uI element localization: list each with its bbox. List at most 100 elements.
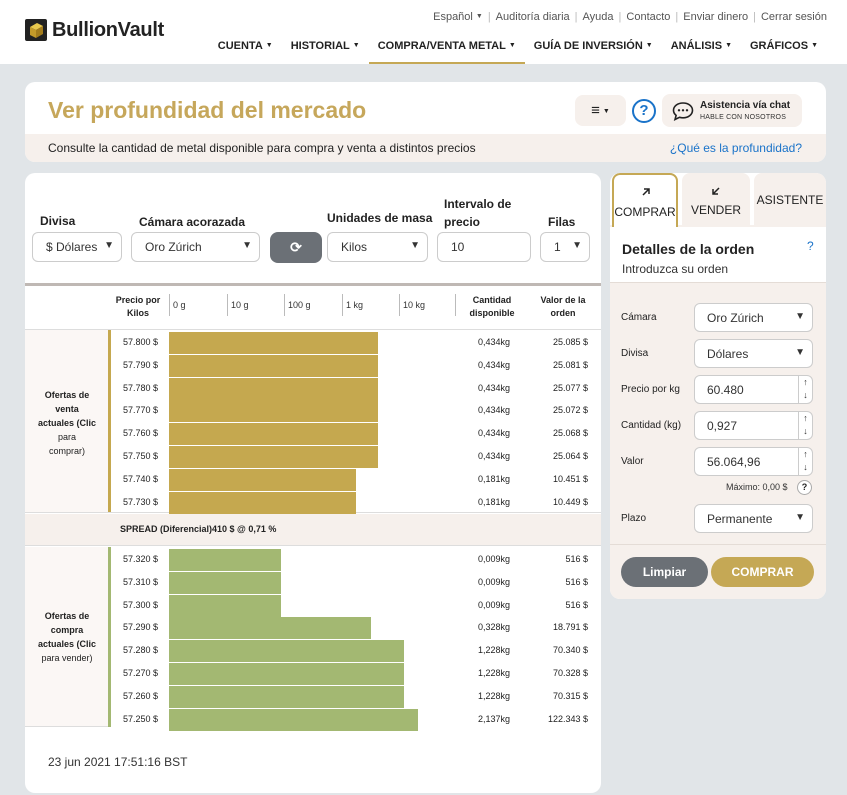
row-price[interactable]: 57.260 $ <box>123 690 159 701</box>
row-price[interactable]: 57.780 $ <box>123 382 159 393</box>
nav-label: CUENTA <box>217 40 263 52</box>
buy-depth-bar[interactable] <box>169 594 282 617</box>
value-input[interactable]: 56.064,96 ↑ ↓ <box>694 447 813 476</box>
arrow-down-icon: ↓ <box>803 426 808 436</box>
sell-label-line: para <box>57 432 76 442</box>
refresh-button[interactable]: ⟳ <box>270 232 322 263</box>
arrow-down-icon: ↓ <box>803 462 808 472</box>
price-column-header: Precio por Kilos <box>115 295 161 318</box>
sell-depth-bar[interactable] <box>169 446 379 468</box>
row-price[interactable]: 57.740 $ <box>123 473 159 484</box>
buy-offers-label[interactable]: Ofertas de compra actuales (Clic para vende… <box>25 609 109 665</box>
nav-compra-venta[interactable]: COMPRA/VENTA METAL ▼ <box>368 40 525 64</box>
main-nav: CUENTA ▼ HISTORIAL ▼ COMPRA/VENTA METAL ▼ G… <box>209 40 827 64</box>
rows-select[interactable]: 1 ▼ <box>540 232 590 262</box>
term-select[interactable]: Permanente ▼ <box>694 504 813 533</box>
caret-down-icon: ▼ <box>475 13 483 20</box>
row-price[interactable]: 57.250 $ <box>123 713 159 724</box>
row-price[interactable]: 57.280 $ <box>123 645 159 656</box>
order-help-icon[interactable]: ? <box>807 239 814 253</box>
what-is-depth-link[interactable]: ¿Qué es la profundidad? <box>669 141 802 155</box>
row-price[interactable]: 57.800 $ <box>123 337 159 347</box>
sell-depth-bar[interactable] <box>169 400 379 423</box>
sell-depth-bar[interactable] <box>169 468 357 491</box>
term-value: Permanente <box>707 512 773 526</box>
tab-label: VENDER <box>690 203 741 217</box>
currency-select[interactable]: $ Dólares ▼ <box>32 232 122 262</box>
buy-depth-bar[interactable] <box>169 617 372 640</box>
buy-button[interactable]: COMPRAR <box>711 557 814 587</box>
nav-graficos[interactable]: GRÁFICOS ▼ <box>741 40 827 64</box>
row-price[interactable]: 57.320 $ <box>123 554 159 564</box>
arrow-down-icon: ↓ <box>803 390 808 400</box>
audit-link[interactable]: Auditoría diaria <box>495 11 570 23</box>
max-help-icon[interactable]: ? <box>797 480 812 495</box>
language-label: Español <box>433 11 473 23</box>
order-header: Detalles de la orden Introduzca su orden… <box>610 227 826 283</box>
nav-cuenta[interactable]: CUENTA ▼ <box>209 40 282 64</box>
row-quantity: 0,009kg <box>477 554 510 564</box>
menu-button[interactable]: ≡ ▼ <box>575 95 626 126</box>
row-price[interactable]: 57.290 $ <box>123 622 159 633</box>
sell-depth-bar[interactable] <box>169 377 379 400</box>
quantity-stepper[interactable]: ↑ ↓ <box>798 412 812 439</box>
row-price[interactable]: 57.310 $ <box>123 576 159 587</box>
tab-asistente[interactable]: ASISTENTE <box>754 173 826 225</box>
buy-label-line: para vender) <box>41 653 93 663</box>
row-price[interactable]: 57.790 $ <box>123 359 159 370</box>
buy-depth-bar[interactable] <box>169 685 405 708</box>
caret-down-icon: ▼ <box>602 108 610 115</box>
contact-link[interactable]: Contacto <box>626 11 671 23</box>
buy-depth-bar[interactable] <box>169 549 282 571</box>
tab-comprar[interactable]: COMPRAR <box>612 173 678 227</box>
row-price[interactable]: 57.760 $ <box>123 428 159 439</box>
interval-input[interactable]: 10 <box>437 232 531 262</box>
buy-depth-bar[interactable] <box>169 663 405 685</box>
row-price[interactable]: 57.730 $ <box>123 496 159 507</box>
price-stepper[interactable]: ↑ ↓ <box>798 376 812 403</box>
clear-button[interactable]: Limpiar <box>621 557 708 587</box>
buy-label-line: compra <box>50 625 84 635</box>
order-card: COMPRAR VENDER ASISTENTE Detalles de la … <box>610 173 826 599</box>
row-price[interactable]: 57.750 $ <box>123 451 159 461</box>
sell-depth-bar[interactable] <box>169 491 357 514</box>
help-link[interactable]: Ayuda <box>582 11 614 23</box>
scale-tick: 10 g <box>227 294 249 316</box>
nav-analisis[interactable]: ANÁLISIS ▼ <box>662 40 741 64</box>
row-price[interactable]: 57.300 $ <box>123 599 159 610</box>
row-quantity: 0,434kg <box>477 428 510 439</box>
chat-subtitle: HABLE CON NOSOTROS <box>700 114 787 121</box>
sell-offers-label[interactable]: Ofertas de venta actuales (Clic para comprar… <box>25 388 109 458</box>
sell-depth-bar[interactable] <box>169 354 379 377</box>
currency-field-select[interactable]: Dólares ▼ <box>694 339 813 368</box>
buy-depth-bar[interactable] <box>169 640 405 663</box>
row-price[interactable]: 57.270 $ <box>123 668 159 678</box>
units-select[interactable]: Kilos ▼ <box>327 232 428 262</box>
sell-depth-bar[interactable] <box>169 423 379 446</box>
vault-select[interactable]: Oro Zúrich ▼ <box>131 232 260 262</box>
arrow-up-icon: ↑ <box>803 377 808 387</box>
logout-link[interactable]: Cerrar sesión <box>760 11 827 23</box>
tab-vender[interactable]: VENDER <box>682 173 750 225</box>
buy-depth-bar[interactable] <box>169 571 282 594</box>
price-input[interactable]: 60.480 ↑ ↓ <box>694 375 813 404</box>
caret-down-icon: ▼ <box>508 42 516 49</box>
language-link[interactable]: Español ▼ <box>433 11 483 23</box>
row-quantity: 2,137kg <box>477 713 510 724</box>
vault-field-select[interactable]: Oro Zúrich ▼ <box>694 303 813 332</box>
buy-depth-bar[interactable] <box>169 708 418 731</box>
sell-depth-bar[interactable] <box>169 332 379 354</box>
logo[interactable]: BullionVault <box>24 18 164 42</box>
row-value: 25.064 $ <box>552 451 588 461</box>
sell-label-line: venta <box>55 404 79 414</box>
nav-guia[interactable]: GUÍA DE INVERSIÓN ▼ <box>525 40 662 64</box>
row-price[interactable]: 57.770 $ <box>123 405 159 416</box>
help-button[interactable]: ? <box>632 99 656 123</box>
row-value: 25.081 $ <box>552 359 588 370</box>
chat-button[interactable]: Asistencia vía chat HABLE CON NOSOTROS <box>662 94 802 127</box>
nav-historial[interactable]: HISTORIAL ▼ <box>282 40 369 64</box>
chevron-down-icon: ▼ <box>795 512 805 523</box>
quantity-input[interactable]: 0,927 ↑ ↓ <box>694 411 813 440</box>
value-stepper[interactable]: ↑ ↓ <box>798 448 812 475</box>
send-money-link[interactable]: Enviar dinero <box>683 11 749 23</box>
